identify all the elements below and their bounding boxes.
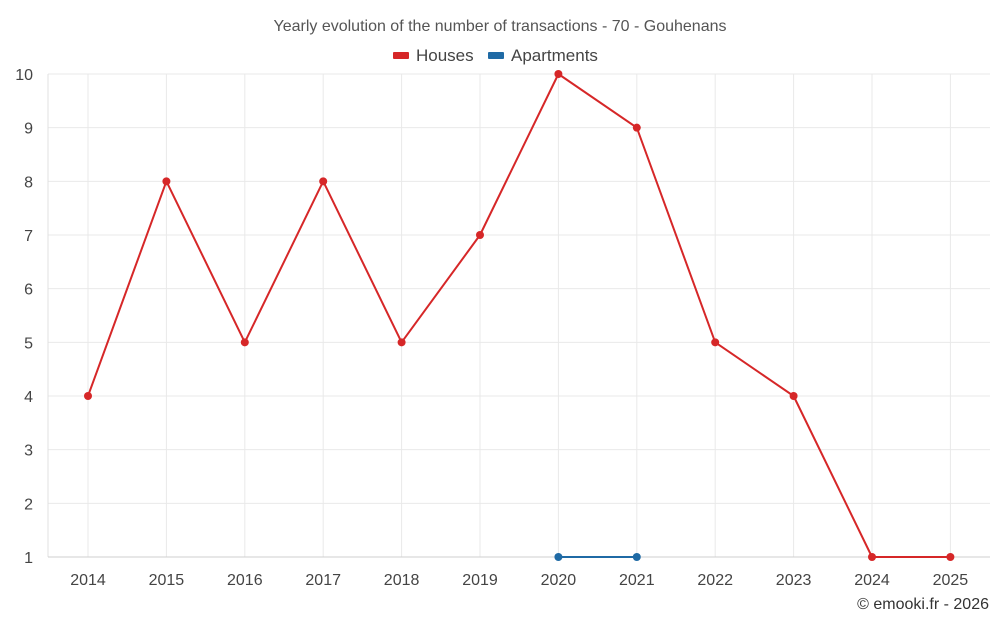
x-tick-label: 2020	[541, 572, 577, 589]
y-tick-label: 9	[24, 121, 33, 138]
chart-title: Yearly evolution of the number of transa…	[273, 18, 726, 35]
x-tick-label: 2025	[933, 572, 969, 589]
data-point-apartments-2020[interactable]	[554, 553, 563, 561]
x-tick-label: 2019	[462, 572, 498, 589]
series-apartments	[554, 553, 641, 561]
y-tick-label: 10	[15, 67, 33, 84]
data-point-houses-2022[interactable]	[711, 338, 720, 347]
data-point-houses-2014[interactable]	[84, 392, 92, 400]
legend-item-apartments[interactable]: Apartments	[488, 46, 598, 65]
x-tick-label: 2023	[776, 572, 812, 589]
y-tick-label: 2	[24, 496, 33, 513]
legend-label-apartments: Apartments	[511, 46, 598, 65]
data-point-houses-2015[interactable]	[162, 177, 171, 186]
data-point-houses-2020[interactable]	[554, 70, 563, 78]
x-tick-label: 2021	[619, 572, 655, 589]
legend: Houses Apartments	[393, 46, 598, 65]
y-tick-label: 3	[24, 443, 33, 460]
data-point-houses-2023[interactable]	[789, 392, 798, 400]
y-tick-label: 4	[24, 389, 33, 406]
grid	[47, 73, 990, 558]
data-point-houses-2018[interactable]	[397, 338, 406, 347]
data-point-houses-2025[interactable]	[946, 553, 955, 561]
credit-text: © emooki.fr - 2026	[857, 596, 989, 613]
x-axis: 2014 2015 2016 2017 2018 2019 2020 2021 2022 2023…	[48, 556, 990, 589]
y-tick-label: 7	[24, 228, 33, 245]
x-tick-label: 2018	[384, 572, 420, 589]
y-axis: 1 2 3 4 5 6 7 8 9 10	[15, 67, 33, 567]
data-point-houses-2016[interactable]	[240, 338, 249, 347]
y-tick-label: 8	[24, 174, 33, 191]
y-tick-label: 1	[24, 550, 33, 567]
y-tick-label: 6	[24, 282, 33, 299]
data-point-houses-2017[interactable]	[319, 177, 328, 186]
x-tick-label: 2017	[305, 572, 341, 589]
x-tick-label: 2022	[697, 572, 733, 589]
legend-label-houses: Houses	[416, 46, 474, 65]
x-tick-label: 2015	[149, 572, 185, 589]
x-tick-label: 2014	[70, 572, 106, 589]
data-point-houses-2024[interactable]	[868, 553, 876, 561]
legend-swatch-apartments	[488, 52, 504, 59]
y-tick-label: 5	[24, 335, 33, 352]
legend-item-houses[interactable]: Houses	[393, 46, 474, 65]
data-point-houses-2021[interactable]	[632, 123, 641, 132]
data-point-houses-2019[interactable]	[476, 231, 484, 239]
series-houses	[84, 70, 955, 561]
x-tick-label: 2016	[227, 572, 263, 589]
legend-swatch-houses	[393, 52, 409, 59]
data-point-apartments-2021[interactable]	[632, 553, 641, 561]
series-layer	[84, 70, 955, 561]
series-line-houses	[87, 73, 951, 558]
x-tick-label: 2024	[854, 572, 890, 589]
